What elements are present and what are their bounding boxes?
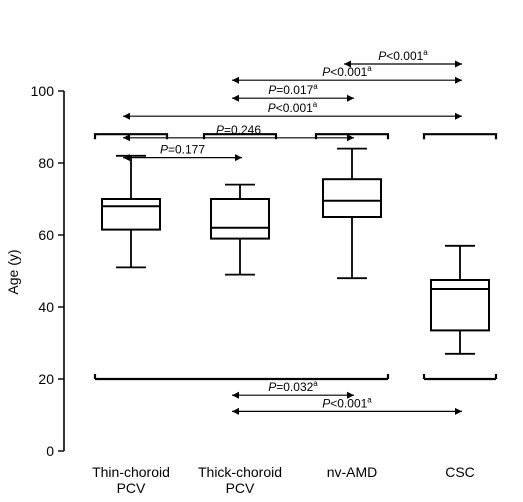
arrowhead-left	[232, 407, 239, 415]
comparison-4: P=0.246	[123, 123, 354, 142]
arrowhead-right	[347, 391, 354, 399]
x-category-label-2: nv-AMD	[327, 464, 378, 480]
x-category-label-line: nv-AMD	[327, 464, 378, 480]
p-value-label: P<0.001a	[322, 64, 372, 79]
y-tick-label-40: 40	[38, 299, 54, 315]
box-iqr	[210, 198, 270, 240]
p-superscript: a	[423, 48, 428, 57]
box-group-3	[430, 244, 490, 355]
arrowhead-left	[232, 76, 239, 84]
p-superscript: a	[313, 82, 318, 91]
arrowhead-right	[455, 76, 462, 84]
x-category-label-line: Thick-choroid	[198, 464, 282, 480]
arrowhead-right	[347, 134, 354, 142]
p-value: =0.177	[168, 143, 205, 157]
p-superscript: a	[313, 100, 318, 109]
x-category-label-line: PCV	[117, 480, 146, 496]
comparison-2: P=0.017a	[232, 82, 354, 102]
comparison-7: P<0.001a	[232, 395, 462, 415]
arrowhead-right	[455, 112, 462, 120]
p-superscript: a	[367, 395, 372, 404]
p-symbol: P	[268, 380, 276, 394]
arrowhead-left	[344, 60, 351, 68]
arrowhead-right	[235, 154, 242, 162]
comparison-1: P<0.001a	[232, 64, 462, 84]
p-symbol: P	[268, 101, 276, 115]
box-iqr	[101, 198, 161, 231]
arrowhead-right	[347, 94, 354, 102]
p-symbol: P	[216, 123, 224, 137]
p-symbol: P	[268, 83, 276, 97]
top-bracket-3	[422, 133, 498, 140]
top-bracket-1	[202, 133, 278, 140]
box-group-1	[210, 183, 270, 276]
p-value: <0.001	[330, 396, 367, 410]
top-bracket-0	[93, 133, 169, 140]
box-iqr	[430, 279, 490, 332]
y-tick-label-100: 100	[31, 83, 55, 99]
y-axis-label: Age (y)	[5, 249, 21, 294]
p-value-label: P<0.001a	[322, 395, 372, 410]
arrowhead-left	[232, 94, 239, 102]
comparison-6: P=0.032a	[232, 379, 354, 399]
p-value: =0.246	[224, 123, 261, 137]
comparison-layer: P<0.001aP<0.001aP=0.017aP<0.001aP=0.246P…	[123, 48, 462, 415]
p-symbol: P	[160, 143, 168, 157]
p-value-label: P<0.001a	[378, 48, 428, 63]
axis-layer: 020406080100Thin-choroidPCVThick-choroid…	[31, 83, 475, 496]
comparison-3: P<0.001a	[123, 100, 462, 120]
x-category-label-3: CSC	[445, 464, 475, 480]
p-superscript: a	[313, 379, 318, 388]
p-superscript: a	[367, 64, 372, 73]
p-value: =0.017	[276, 83, 313, 97]
arrowhead-left	[123, 134, 130, 142]
y-tick-label-80: 80	[38, 155, 54, 171]
arrowhead-right	[455, 407, 462, 415]
arrowhead-left	[123, 112, 130, 120]
p-value-label: P<0.001a	[268, 100, 318, 115]
box-group-2	[322, 147, 382, 280]
p-value: <0.001	[330, 65, 367, 79]
p-symbol: P	[322, 396, 330, 410]
arrowhead-left	[123, 154, 130, 162]
y-tick-label-0: 0	[46, 443, 54, 459]
p-value-label: P=0.017a	[268, 82, 318, 97]
p-value: <0.001	[386, 49, 423, 63]
box-iqr	[322, 178, 382, 218]
p-value-label: P=0.177	[160, 143, 205, 157]
y-tick-label-60: 60	[38, 227, 54, 243]
p-symbol: P	[322, 65, 330, 79]
comparison-5: P=0.177	[123, 143, 242, 162]
p-value-label: P=0.032a	[268, 379, 318, 394]
arrowhead-right	[455, 60, 462, 68]
p-value: =0.032	[276, 380, 313, 394]
p-symbol: P	[378, 49, 386, 63]
p-value: <0.001	[276, 101, 313, 115]
x-category-label-line: PCV	[226, 480, 255, 496]
y-tick-label-20: 20	[38, 371, 54, 387]
x-category-label-line: CSC	[445, 464, 475, 480]
x-category-label-line: Thin-choroid	[92, 464, 170, 480]
arrowhead-left	[232, 391, 239, 399]
comparison-0: P<0.001a	[344, 48, 462, 68]
top-bracket-2	[314, 133, 390, 140]
box-layer	[101, 147, 490, 355]
p-value-label: P=0.246	[216, 123, 261, 137]
bracket-layer	[93, 133, 498, 381]
box-group-0	[101, 154, 161, 269]
